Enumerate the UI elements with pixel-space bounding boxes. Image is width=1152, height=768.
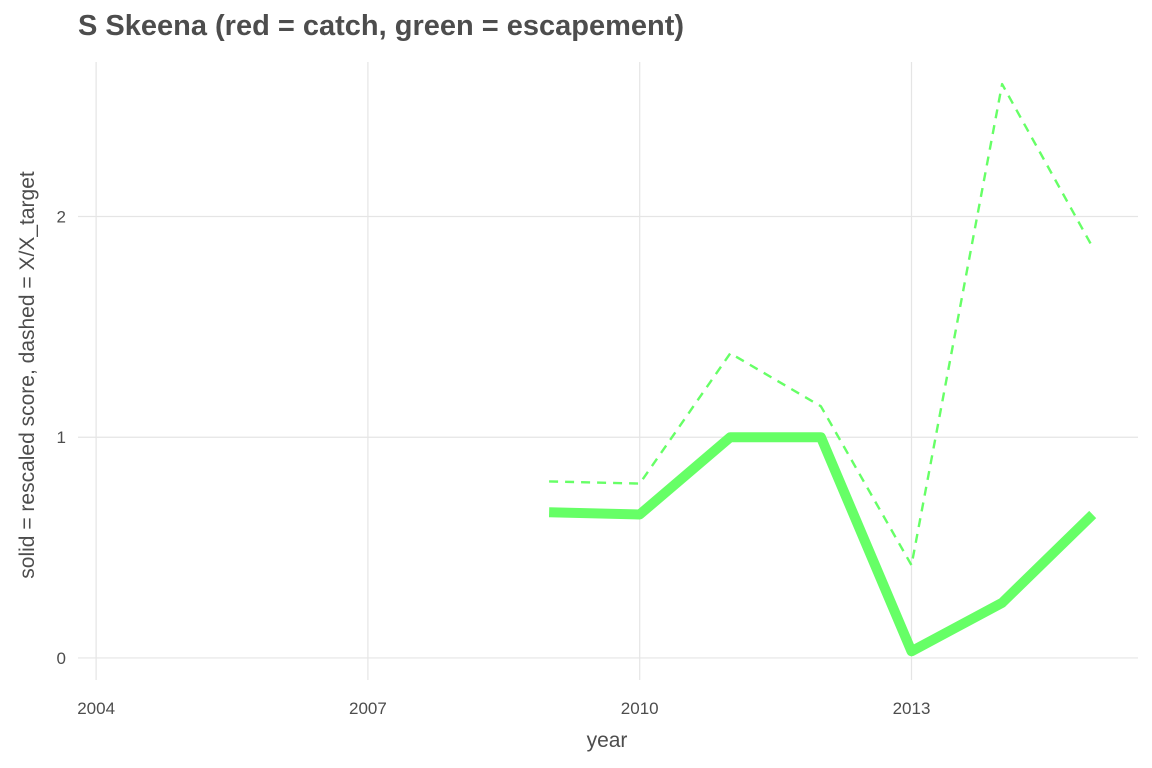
y-axis-title: solid = rescaled score, dashed = X/X_tar… (16, 171, 39, 579)
dashed-ratio-line (549, 82, 1094, 567)
x-tick-label: 2007 (349, 699, 387, 718)
x-tick-label: 2013 (893, 699, 931, 718)
x-tick-label: 2010 (621, 699, 659, 718)
y-tick-label: 0 (57, 649, 66, 668)
y-tick-label: 1 (57, 428, 66, 447)
y-tick-label: 2 (57, 208, 66, 227)
series-layer (548, 82, 1097, 657)
tick-labels: 2004 2007 2010 2013 0 1 2 (57, 208, 931, 719)
solid-score-line (548, 432, 1097, 657)
chart-title: S Skeena (red = catch, green = escapemen… (78, 10, 685, 42)
x-tick-label: 2004 (77, 699, 115, 718)
grid-lines (78, 62, 1138, 680)
x-axis-title: year (587, 729, 628, 752)
